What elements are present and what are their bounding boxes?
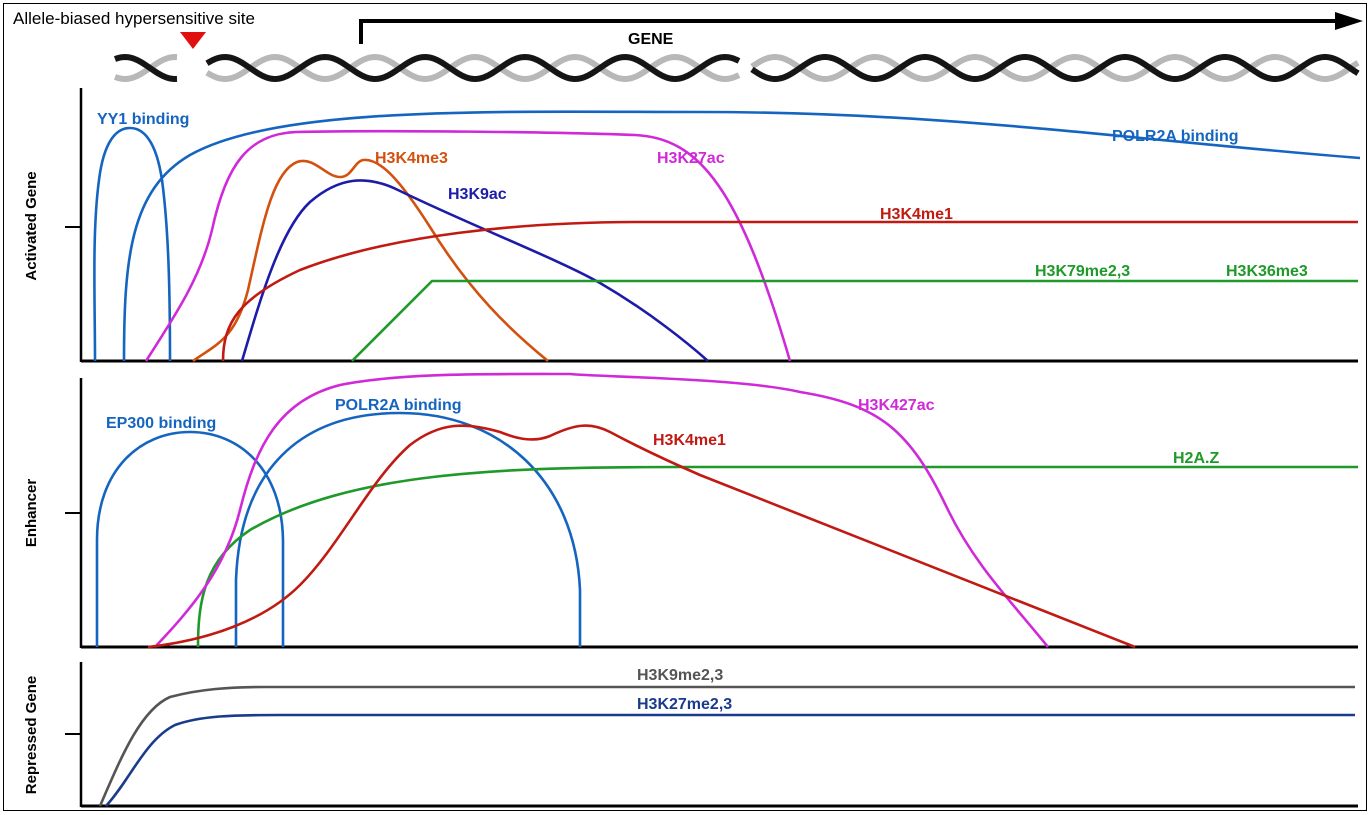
label-yy1: YY1 binding	[97, 111, 189, 128]
curve-h3k427ac	[154, 372, 1050, 648]
curve-polr2a-enhancer	[234, 411, 582, 647]
curve-ep300	[95, 430, 285, 647]
dna-strand-dark	[113, 53, 178, 83]
curve-h2az	[196, 465, 1358, 648]
label-h3k4me1-activated: H3K4me1	[880, 206, 953, 223]
curve-h3k4me3	[192, 158, 549, 363]
enhancer-curves	[95, 372, 1358, 649]
curve-h3k4me1-enhancer	[147, 424, 1136, 649]
dna-strand-dark	[750, 54, 1360, 82]
curve-h3k27me	[105, 713, 1355, 807]
label-h3k427ac: H3K427ac	[858, 397, 935, 414]
activated-panel: Activated Gene	[23, 88, 1358, 363]
gene-arrowhead	[1335, 12, 1363, 30]
gene-arrow	[359, 19, 1342, 44]
curve-yy1	[93, 126, 172, 362]
repressed-curves	[98, 685, 1355, 807]
dna-helix	[113, 53, 1360, 83]
enhancer-panel: Enhancer	[23, 378, 1358, 649]
dna-strand-light	[113, 53, 178, 83]
dna-strand-dark	[205, 53, 741, 83]
hypersensitive-site-label: Allele-biased hypersensitive site	[13, 9, 255, 28]
activated-axis-label: Activated Gene	[23, 171, 40, 280]
repressed-panel: Repressed Gene	[23, 662, 1358, 808]
label-h3k27ac: H3K27ac	[657, 150, 725, 167]
label-h3k27me: H3K27me2,3	[637, 696, 732, 713]
dna-strand-light	[750, 54, 1360, 82]
curve-h3k4me1-activated	[221, 220, 1358, 362]
gene-label: GENE	[628, 31, 674, 48]
activated-curves	[93, 110, 1361, 363]
hypersensitive-site-marker	[180, 32, 206, 49]
label-polr2a-enhancer: POLR2A binding	[335, 397, 462, 414]
figure-frame	[3, 3, 1367, 811]
label-h2az: H2A.Z	[1173, 450, 1219, 467]
curve-h3k9ac	[240, 179, 709, 362]
label-h3k9ac: H3K9ac	[448, 186, 507, 203]
curve-h3k9me	[98, 685, 1355, 807]
label-ep300: EP300 binding	[106, 415, 216, 432]
label-h3k9me: H3K9me2,3	[637, 667, 723, 684]
repressed-axis-label: Repressed Gene	[23, 676, 40, 794]
curve-polr2a-activated	[122, 110, 1361, 362]
curve-h3k79	[351, 279, 1358, 362]
label-h3k36: H3K36me3	[1226, 263, 1308, 280]
label-polr2a-activated: POLR2A binding	[1112, 128, 1239, 145]
label-h3k4me1-enhancer: H3K4me1	[653, 432, 726, 449]
enhancer-axis-label: Enhancer	[23, 479, 40, 548]
label-h3k4me3: H3K4me3	[375, 150, 448, 167]
label-h3k79: H3K79me2,3	[1035, 263, 1130, 280]
curve-h3k27ac	[144, 129, 792, 362]
